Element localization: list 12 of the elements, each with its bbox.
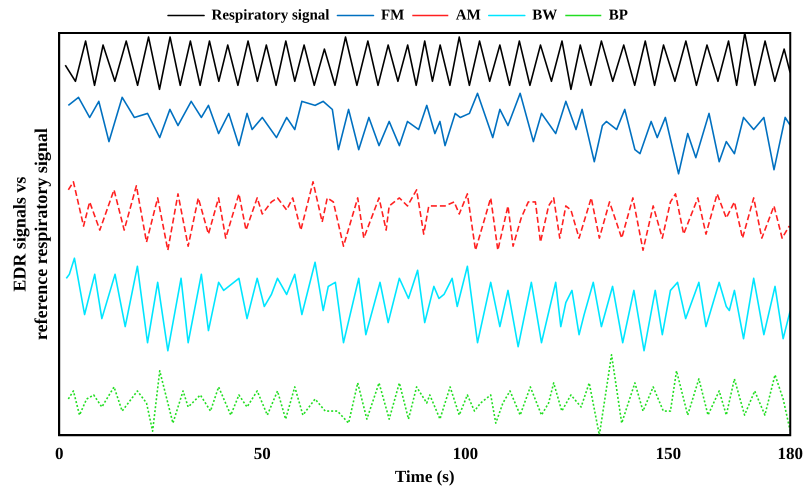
legend-label: FM [380, 7, 404, 24]
x-tick-label: 50 [254, 444, 271, 463]
x-tick-label: 100 [452, 444, 478, 463]
legend-label: BW [532, 7, 558, 24]
x-tick-label: 150 [656, 444, 682, 463]
x-tick-label: 180 [778, 444, 803, 463]
legend-label: AM [456, 7, 481, 24]
y-axis-title: EDR signals vs reference respiratory signal [9, 128, 52, 340]
x-tick-label: 0 [54, 444, 64, 463]
legend-label: BP [608, 7, 628, 24]
x-axis-title: Time (s) [394, 467, 455, 486]
legend-label: Respiratory signal [212, 7, 330, 24]
